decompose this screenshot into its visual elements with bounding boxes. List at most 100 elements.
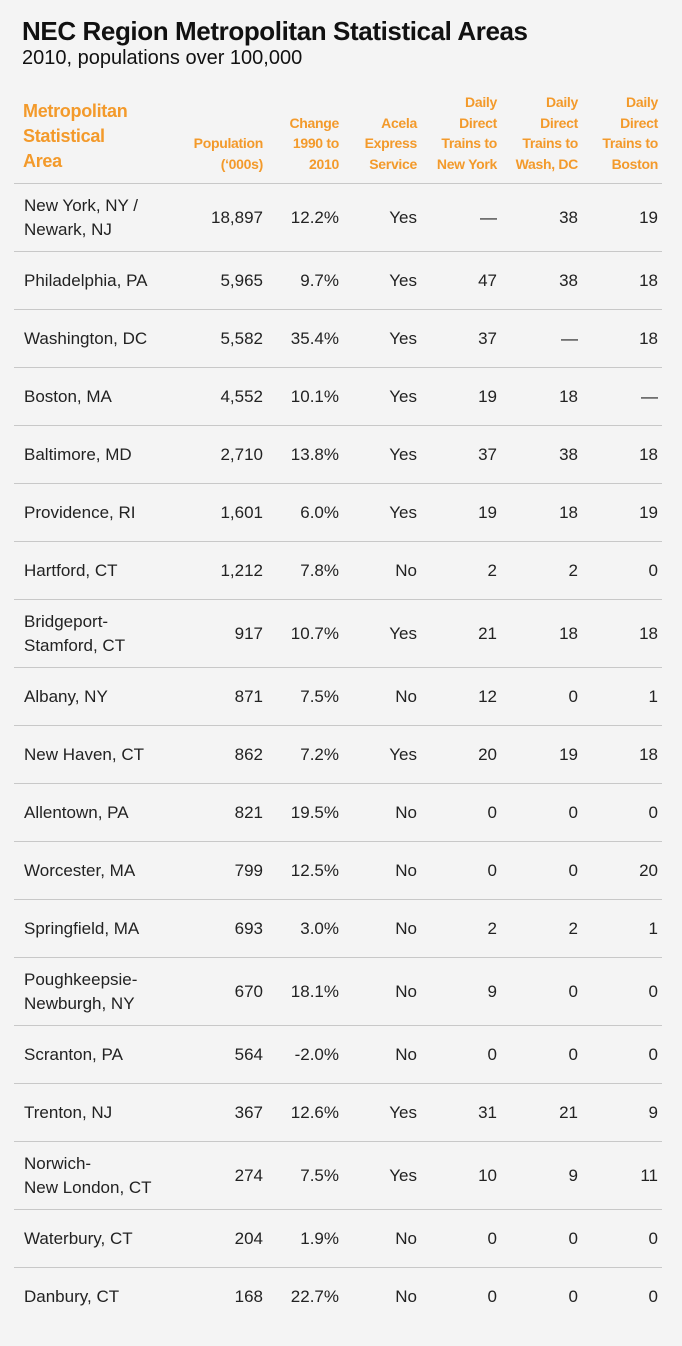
cell: -2.0% bbox=[267, 1025, 343, 1084]
table-row: Philadelphia, PA 5,965 9.7% Yes 47 38 18 bbox=[14, 251, 662, 310]
cell: 1.9% bbox=[267, 1209, 343, 1268]
cell: 0 bbox=[501, 667, 582, 726]
cell: 9 bbox=[582, 1083, 662, 1142]
cell: Yes bbox=[343, 599, 421, 668]
area-name: Philadelphia, PA bbox=[14, 251, 190, 310]
table-row: Trenton, NJ 367 12.6% Yes 31 21 9 bbox=[14, 1083, 662, 1142]
table-row: Poughkeepsie- Newburgh, NY 670 18.1% No 9 0 0 bbox=[14, 957, 662, 1026]
cell: 0 bbox=[421, 1209, 501, 1268]
cell: — bbox=[501, 309, 582, 368]
table-row: Providence, RI 1,601 6.0% Yes 19 18 19 bbox=[14, 483, 662, 542]
cell: 1,601 bbox=[190, 483, 267, 542]
table-row: Scranton, PA 564 -2.0% No 0 0 0 bbox=[14, 1025, 662, 1084]
cell: 0 bbox=[501, 841, 582, 900]
cell: 7.5% bbox=[267, 1141, 343, 1210]
cell: 3.0% bbox=[267, 899, 343, 958]
cell: 4,552 bbox=[190, 367, 267, 426]
cell: No bbox=[343, 1025, 421, 1084]
cell: 38 bbox=[501, 425, 582, 484]
cell: 18 bbox=[501, 483, 582, 542]
cell: 18 bbox=[582, 599, 662, 668]
cell: 0 bbox=[421, 1267, 501, 1325]
cell: 10.7% bbox=[267, 599, 343, 668]
cell: 1 bbox=[582, 667, 662, 726]
column-header: Metropolitan Statistical Area bbox=[14, 92, 190, 184]
cell: 0 bbox=[501, 783, 582, 842]
table-row: New Haven, CT 862 7.2% Yes 20 19 18 bbox=[14, 725, 662, 784]
cell: 6.0% bbox=[267, 483, 343, 542]
cell: 7.2% bbox=[267, 725, 343, 784]
cell: 0 bbox=[582, 1025, 662, 1084]
table-row: Worcester, MA 799 12.5% No 0 0 20 bbox=[14, 841, 662, 900]
area-name: Albany, NY bbox=[14, 667, 190, 726]
cell: 10.1% bbox=[267, 367, 343, 426]
cell: 12.5% bbox=[267, 841, 343, 900]
cell: 10 bbox=[421, 1141, 501, 1210]
area-name: New Haven, CT bbox=[14, 725, 190, 784]
table-row: Baltimore, MD 2,710 13.8% Yes 37 38 18 bbox=[14, 425, 662, 484]
cell: 19 bbox=[501, 725, 582, 784]
cell: Yes bbox=[343, 309, 421, 368]
area-name: Bridgeport- Stamford, CT bbox=[14, 599, 190, 668]
area-name: Springfield, MA bbox=[14, 899, 190, 958]
cell: 7.8% bbox=[267, 541, 343, 600]
cell: 0 bbox=[501, 1209, 582, 1268]
cell: 204 bbox=[190, 1209, 267, 1268]
header-row: Metropolitan Statistical Area Population … bbox=[14, 92, 662, 184]
cell: 564 bbox=[190, 1025, 267, 1084]
cell: 5,965 bbox=[190, 251, 267, 310]
cell: 0 bbox=[501, 1025, 582, 1084]
cell: 9 bbox=[501, 1141, 582, 1210]
area-name: Trenton, NJ bbox=[14, 1083, 190, 1142]
cell: 38 bbox=[501, 251, 582, 310]
cell: 18 bbox=[501, 599, 582, 668]
cell: 693 bbox=[190, 899, 267, 958]
table-row: Albany, NY 871 7.5% No 12 0 1 bbox=[14, 667, 662, 726]
cell: 0 bbox=[582, 1209, 662, 1268]
cell: 670 bbox=[190, 957, 267, 1026]
cell: Yes bbox=[343, 367, 421, 426]
area-name: Norwich- New London, CT bbox=[14, 1141, 190, 1210]
column-header: Daily Direct Trains to Boston bbox=[582, 92, 662, 184]
cell: 13.8% bbox=[267, 425, 343, 484]
subtitle: 2010, populations over 100,000 bbox=[22, 47, 303, 69]
cell: 22.7% bbox=[267, 1267, 343, 1325]
cell: 18.1% bbox=[267, 957, 343, 1026]
area-name: Allentown, PA bbox=[14, 783, 190, 842]
cell: 2 bbox=[421, 541, 501, 600]
cell: 0 bbox=[501, 957, 582, 1026]
cell: No bbox=[343, 1267, 421, 1325]
cell: 0 bbox=[421, 841, 501, 900]
cell: Yes bbox=[343, 1083, 421, 1142]
cell: 19 bbox=[421, 367, 501, 426]
cell: 18,897 bbox=[190, 183, 267, 252]
cell: No bbox=[343, 899, 421, 958]
cell: 1,212 bbox=[190, 541, 267, 600]
cell: 20 bbox=[421, 725, 501, 784]
cell: 0 bbox=[421, 783, 501, 842]
cell: 12 bbox=[421, 667, 501, 726]
cell: — bbox=[582, 367, 662, 426]
data-table: Metropolitan Statistical Area Population … bbox=[14, 92, 662, 1325]
column-header: Change 1990 to 2010 bbox=[267, 92, 343, 184]
cell: 20 bbox=[582, 841, 662, 900]
area-name: Danbury, CT bbox=[14, 1267, 190, 1325]
cell: 0 bbox=[421, 1025, 501, 1084]
area-name: Washington, DC bbox=[14, 309, 190, 368]
cell: Yes bbox=[343, 1141, 421, 1210]
table-row: Springfield, MA 693 3.0% No 2 2 1 bbox=[14, 899, 662, 958]
cell: 18 bbox=[582, 251, 662, 310]
cell: 862 bbox=[190, 725, 267, 784]
area-name: Scranton, PA bbox=[14, 1025, 190, 1084]
cell: 2 bbox=[421, 899, 501, 958]
area-name: Boston, MA bbox=[14, 367, 190, 426]
cell: Yes bbox=[343, 483, 421, 542]
cell: 19 bbox=[421, 483, 501, 542]
cell: 9.7% bbox=[267, 251, 343, 310]
cell: — bbox=[421, 183, 501, 252]
area-name: Hartford, CT bbox=[14, 541, 190, 600]
cell: 168 bbox=[190, 1267, 267, 1325]
cell: No bbox=[343, 667, 421, 726]
cell: 11 bbox=[582, 1141, 662, 1210]
